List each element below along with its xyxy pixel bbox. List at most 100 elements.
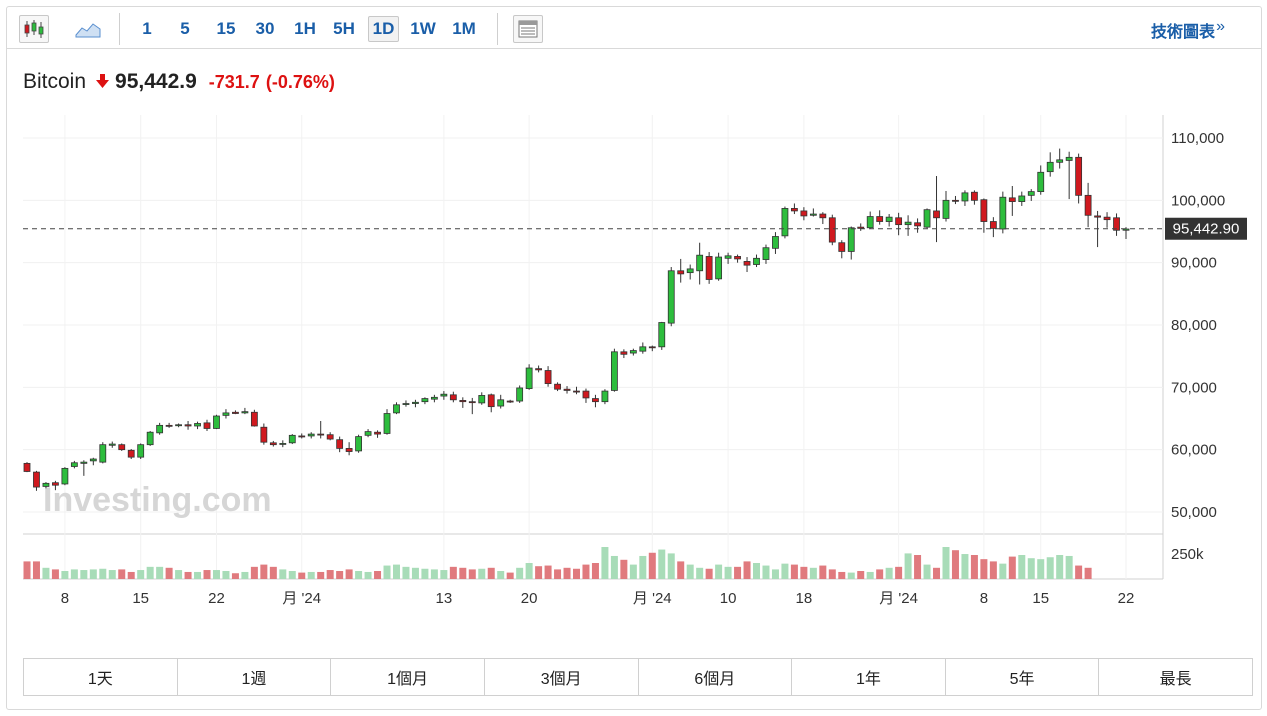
range-max-button[interactable]: 最長 <box>1159 671 1192 688</box>
candle-body[interactable] <box>374 431 381 435</box>
candle-body[interactable] <box>497 399 505 407</box>
range-3-month-button[interactable]: 3個月 <box>485 659 639 695</box>
candle-body[interactable] <box>800 210 808 217</box>
candle-body[interactable] <box>876 216 884 222</box>
interval-1d-button[interactable]: 1D <box>368 16 399 42</box>
candle-body[interactable] <box>942 199 950 219</box>
candle-body[interactable] <box>743 261 751 266</box>
candle-body[interactable] <box>336 439 344 449</box>
candle-body[interactable] <box>165 424 173 427</box>
candle-body[interactable] <box>828 217 836 243</box>
candle-body[interactable] <box>89 458 97 462</box>
candle-body[interactable] <box>175 424 182 427</box>
candle-body[interactable] <box>194 423 201 427</box>
candle-body[interactable] <box>52 482 59 486</box>
candle-body[interactable] <box>506 400 514 403</box>
candle-body[interactable] <box>108 443 116 446</box>
range-6-month-button[interactable]: 6個月 <box>639 659 793 695</box>
candle-body[interactable] <box>307 433 315 437</box>
range-1-year-button[interactable]: 1年 <box>792 659 946 695</box>
price-chart[interactable]: 50,00060,00070,00080,00090,000100,000110… <box>7 7 1261 647</box>
candle-body[interactable] <box>364 431 372 436</box>
candle-body[interactable] <box>772 236 779 249</box>
interval-5min-button[interactable]: 5 <box>180 19 190 38</box>
candle-body[interactable] <box>203 422 211 429</box>
candle-body[interactable] <box>525 367 533 389</box>
candle-body[interactable] <box>838 242 846 252</box>
candle-body[interactable] <box>118 444 126 451</box>
candle-body[interactable] <box>554 383 561 390</box>
candle-body[interactable] <box>535 368 543 371</box>
interval-1h-button[interactable]: 1H <box>294 19 316 38</box>
candle-body[interactable] <box>70 462 78 467</box>
range-1-week-button[interactable]: 1週 <box>178 659 332 695</box>
candle-body[interactable] <box>279 443 287 445</box>
candle-body[interactable] <box>33 471 40 488</box>
candle-body[interactable] <box>658 322 666 348</box>
candle-body[interactable] <box>137 444 145 458</box>
candle-body[interactable] <box>516 387 524 402</box>
candle-body[interactable] <box>1094 215 1101 218</box>
candle-body[interactable] <box>620 351 628 355</box>
candle-body[interactable] <box>487 394 495 408</box>
candle-body[interactable] <box>648 346 656 349</box>
candle-body[interactable] <box>734 256 741 260</box>
candle-body[interactable] <box>269 442 277 446</box>
candle-body[interactable] <box>1103 216 1111 221</box>
candle-body[interactable] <box>184 424 192 427</box>
candle-body[interactable] <box>61 467 69 485</box>
chevron-right-icon[interactable]: » <box>1216 18 1225 35</box>
candle-body[interactable] <box>99 444 107 463</box>
candle-body[interactable] <box>355 436 362 452</box>
candle-body[interactable] <box>904 221 912 226</box>
candle-body[interactable] <box>449 394 457 401</box>
candle-body[interactable] <box>326 434 334 440</box>
candle-body[interactable] <box>639 346 647 352</box>
candle-body[interactable] <box>250 411 258 427</box>
candle-body[interactable] <box>80 461 88 464</box>
candle-body[interactable] <box>156 424 164 434</box>
candle-body[interactable] <box>914 222 921 227</box>
candle-body[interactable] <box>563 388 571 391</box>
candle-body[interactable] <box>468 401 476 404</box>
candle-body[interactable] <box>857 226 865 229</box>
candle-body[interactable] <box>601 390 609 403</box>
table-view-icon[interactable] <box>513 15 543 43</box>
candle-body[interactable] <box>715 256 723 280</box>
candle-body[interactable] <box>809 213 817 216</box>
candle-body[interactable] <box>781 208 789 237</box>
candle-body[interactable] <box>478 395 486 404</box>
candle-body[interactable] <box>241 411 249 414</box>
candle-body[interactable] <box>791 208 798 212</box>
candle-body[interactable] <box>1056 159 1064 163</box>
candle-body[interactable] <box>686 268 694 274</box>
candle-body[interactable] <box>923 209 931 228</box>
candle-body[interactable] <box>952 199 959 202</box>
range-5-year-button[interactable]: 5年 <box>946 659 1100 695</box>
candle-body[interactable] <box>610 351 618 391</box>
candle-body[interactable] <box>1084 194 1092 216</box>
candle-body[interactable] <box>667 270 675 324</box>
candle-body[interactable] <box>440 393 448 397</box>
candle-body[interactable] <box>961 192 969 202</box>
candle-body[interactable] <box>345 448 353 452</box>
candle-body[interactable] <box>866 216 874 229</box>
candle-body[interactable] <box>1046 161 1054 173</box>
interval-5h-button[interactable]: 5H <box>333 19 355 38</box>
candle-body[interactable] <box>222 412 230 416</box>
candle-body[interactable] <box>895 217 903 226</box>
candle-body[interactable] <box>127 449 135 458</box>
candle-body[interactable] <box>213 415 220 429</box>
candle-body[interactable] <box>393 404 400 414</box>
candle-body[interactable] <box>573 390 580 393</box>
candle-body[interactable] <box>1037 171 1045 193</box>
candle-body[interactable] <box>23 462 31 472</box>
candle-body[interactable] <box>989 221 997 229</box>
candle-body[interactable] <box>885 216 893 222</box>
candle-body[interactable] <box>430 396 438 400</box>
interval-15min-button[interactable]: 15 <box>216 19 236 38</box>
candle-body[interactable] <box>232 411 239 414</box>
candle-body[interactable] <box>819 213 827 219</box>
candle-body[interactable] <box>383 413 391 434</box>
candle-body[interactable] <box>582 390 590 399</box>
